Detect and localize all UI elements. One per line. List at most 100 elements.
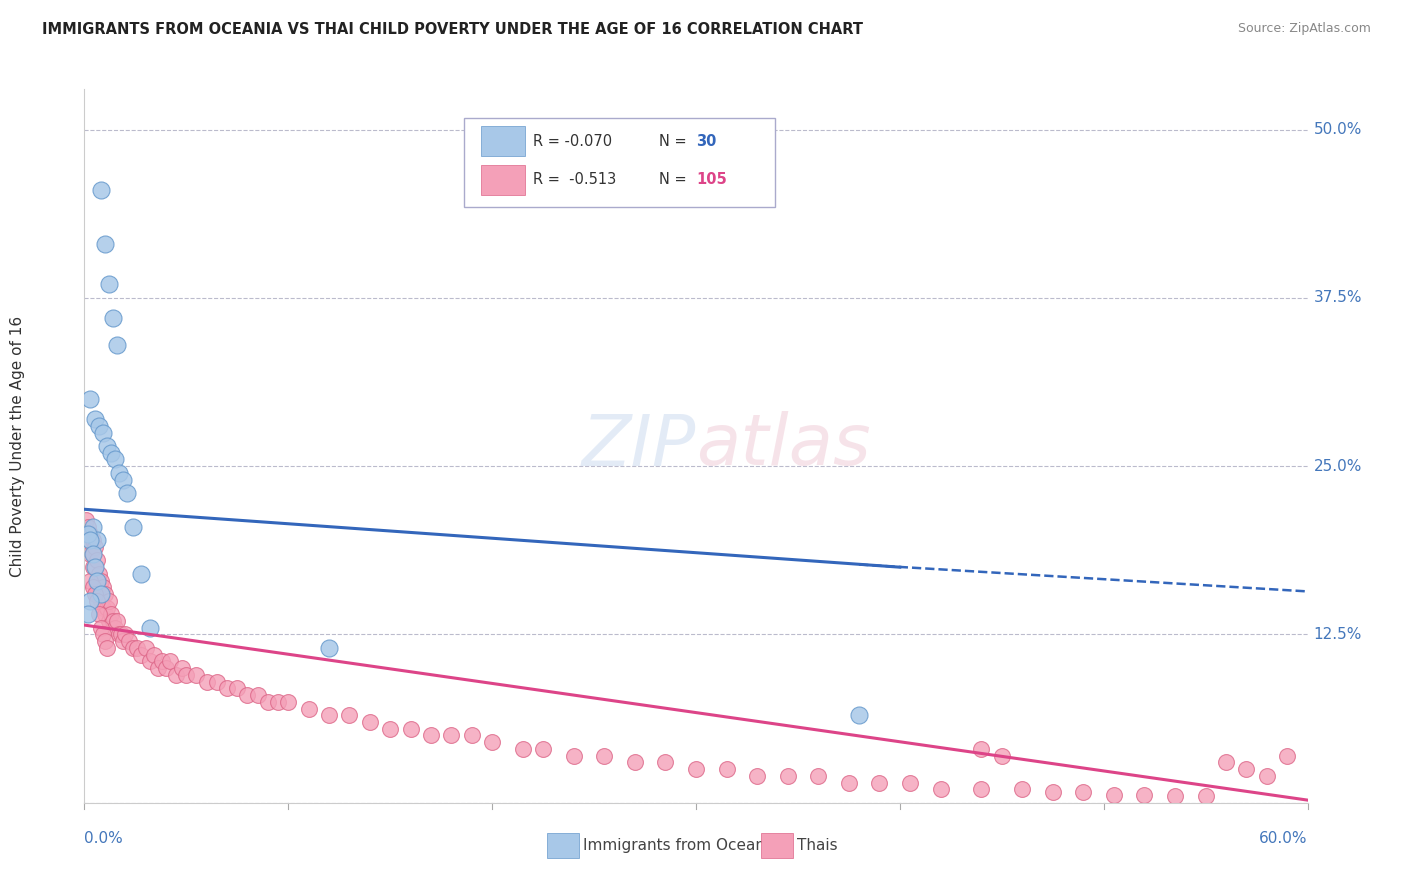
Point <box>359 714 381 729</box>
Point <box>186 668 208 682</box>
Point <box>82 547 104 561</box>
Point <box>685 762 707 776</box>
Point <box>298 701 321 715</box>
Text: N =: N = <box>659 134 692 149</box>
Point <box>929 782 952 797</box>
Point <box>1071 785 1094 799</box>
Point <box>83 540 105 554</box>
Point <box>1256 769 1278 783</box>
Point <box>82 547 104 561</box>
Point <box>131 648 153 662</box>
Point <box>112 634 135 648</box>
Point <box>399 722 422 736</box>
Point <box>75 513 97 527</box>
Point <box>970 782 993 797</box>
Point <box>86 574 108 588</box>
Text: 30: 30 <box>696 134 716 149</box>
Point <box>105 338 128 352</box>
Point <box>991 748 1014 763</box>
Point <box>1102 788 1125 802</box>
Text: 25.0%: 25.0% <box>1313 458 1362 474</box>
Point <box>257 695 280 709</box>
Text: 0.0%: 0.0% <box>84 831 124 847</box>
Point <box>138 621 160 635</box>
Point <box>1215 756 1237 770</box>
FancyBboxPatch shape <box>481 127 524 156</box>
Point <box>205 674 228 689</box>
FancyBboxPatch shape <box>547 833 578 858</box>
Point <box>82 533 104 548</box>
Point <box>135 640 157 655</box>
Point <box>91 600 114 615</box>
Point <box>172 661 194 675</box>
Point <box>267 695 290 709</box>
Point <box>1275 748 1298 763</box>
Point <box>115 486 138 500</box>
Point <box>339 708 360 723</box>
Point <box>531 742 554 756</box>
Text: IMMIGRANTS FROM OCEANIA VS THAI CHILD POVERTY UNDER THE AGE OF 16 CORRELATION CH: IMMIGRANTS FROM OCEANIA VS THAI CHILD PO… <box>42 22 863 37</box>
Point <box>112 473 135 487</box>
Point <box>79 547 101 561</box>
Point <box>110 627 132 641</box>
Point <box>104 621 127 635</box>
Point <box>481 735 503 749</box>
Point <box>654 756 676 770</box>
Text: 37.5%: 37.5% <box>1313 291 1362 305</box>
Point <box>82 560 104 574</box>
Point <box>87 607 110 622</box>
Point <box>848 708 870 723</box>
Point <box>86 574 108 588</box>
Point <box>79 533 101 548</box>
Point <box>236 688 259 702</box>
Point <box>277 695 299 709</box>
Point <box>562 748 585 763</box>
Point <box>77 520 100 534</box>
Text: Immigrants from Oceania: Immigrants from Oceania <box>583 838 779 853</box>
FancyBboxPatch shape <box>761 833 793 858</box>
Point <box>440 729 463 743</box>
Point <box>90 587 112 601</box>
Point <box>512 742 534 756</box>
Point <box>100 446 122 460</box>
Point <box>93 634 115 648</box>
Point <box>118 634 141 648</box>
Point <box>77 607 100 622</box>
Point <box>97 614 120 628</box>
Point <box>114 627 136 641</box>
Point <box>79 526 101 541</box>
Text: 60.0%: 60.0% <box>1260 831 1308 847</box>
Point <box>93 587 115 601</box>
Text: 105: 105 <box>696 172 727 187</box>
Text: Source: ZipAtlas.com: Source: ZipAtlas.com <box>1237 22 1371 36</box>
Point <box>246 688 269 702</box>
Point <box>91 425 114 440</box>
Text: 50.0%: 50.0% <box>1313 122 1362 137</box>
Point <box>217 681 239 696</box>
Point <box>86 594 108 608</box>
Point <box>90 594 112 608</box>
Point <box>105 614 128 628</box>
Point <box>79 392 101 406</box>
Point <box>86 587 108 601</box>
Point <box>90 183 112 197</box>
Point <box>108 466 131 480</box>
Point <box>79 574 101 588</box>
Point <box>82 580 104 594</box>
Point <box>83 587 105 601</box>
Point <box>90 621 112 635</box>
Point <box>624 756 647 770</box>
Point <box>1042 785 1064 799</box>
Point <box>101 614 124 628</box>
Point <box>79 594 101 608</box>
Point <box>83 412 105 426</box>
Point <box>87 587 110 601</box>
Point <box>174 668 197 682</box>
Point <box>79 540 101 554</box>
Point <box>142 648 165 662</box>
Point <box>898 775 921 789</box>
Text: ZIP: ZIP <box>582 411 696 481</box>
Point <box>195 674 218 689</box>
Point <box>91 580 114 594</box>
Point <box>1164 789 1187 803</box>
